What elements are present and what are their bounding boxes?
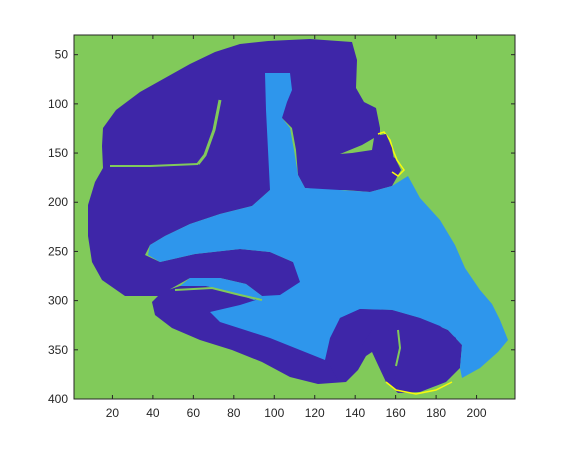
- dark-lobe-region: [330, 309, 458, 390]
- y-tick-label: 200: [48, 195, 68, 209]
- fissure-middle: [110, 163, 199, 167]
- x-tick-label: 60: [187, 406, 201, 420]
- dark-notch-upper-right: [376, 134, 394, 168]
- heatmap-image: [74, 35, 515, 399]
- fissure-lower: [174, 286, 263, 301]
- x-tick-label: 40: [146, 406, 160, 420]
- fissure-lobe: [395, 329, 402, 367]
- y-axis: 50 100 150 200 250 300 350 400: [48, 48, 515, 406]
- fissure-top-right: [340, 138, 374, 154]
- x-tick-label: 100: [264, 406, 284, 420]
- y-tick-label: 250: [48, 244, 68, 258]
- y-tick-label: 350: [48, 343, 68, 357]
- y-tick-label: 50: [55, 48, 69, 62]
- x-tick-label: 140: [345, 406, 365, 420]
- y-tick-label: 300: [48, 294, 68, 308]
- x-axis: 20 40 60 80 100 120 140 160 180 200: [106, 35, 487, 420]
- y-tick-label: 100: [48, 97, 68, 111]
- y-tick-label: 150: [48, 146, 68, 160]
- x-tick-label: 180: [426, 406, 446, 420]
- light-tissue-region: [148, 73, 508, 378]
- boundary-upper-right: [377, 131, 405, 177]
- x-tick-label: 160: [386, 406, 406, 420]
- boundary-bottom: [385, 381, 453, 395]
- dark-tissue-region: [88, 39, 462, 393]
- axes-frame: [73, 34, 516, 400]
- fissure-upper: [196, 99, 222, 165]
- x-tick-label: 20: [106, 406, 120, 420]
- x-tick-label: 200: [467, 406, 487, 420]
- x-tick-label: 120: [305, 406, 325, 420]
- x-tick-label: 80: [227, 406, 241, 420]
- y-tick-label: 400: [48, 392, 68, 406]
